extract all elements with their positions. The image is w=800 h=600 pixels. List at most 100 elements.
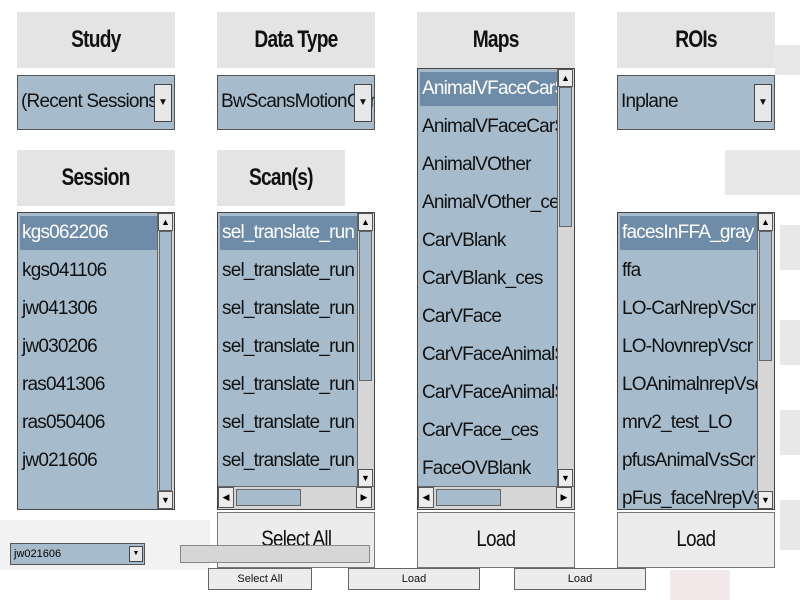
scroll-up[interactable]: ▲ <box>558 69 573 87</box>
list-item[interactable]: jw041306 <box>22 298 98 319</box>
scroll-down[interactable]: ▼ <box>358 469 373 487</box>
list-item[interactable]: CarVBlank_ces <box>422 268 543 289</box>
maps-header: Maps <box>417 12 575 68</box>
list-item[interactable]: AnimalVFaceCarSculpt <box>420 72 558 106</box>
session-list[interactable]: kgs062206 kgs041106 jw041306 jw030206 ras041… <box>17 212 175 510</box>
data-type-popup[interactable]: BwScansMotionComp▼ <box>217 75 375 130</box>
list-item[interactable]: sel_translate_run scrip <box>220 216 358 250</box>
load-rois-button[interactable]: Load <box>617 512 775 568</box>
list-item[interactable]: CarVFaceAnimalSculpt <box>422 382 558 403</box>
vertical-scrollbar[interactable]: ▲ ▼ <box>757 213 774 509</box>
study-title: Study <box>71 26 121 53</box>
popup-arrow: ▼ <box>154 84 172 122</box>
panel <box>780 225 800 270</box>
scroll-thumb[interactable] <box>436 489 501 506</box>
footer-session-popup[interactable]: jw021606 ▼ <box>10 543 145 565</box>
scans-list[interactable]: sel_translate_run scrip sel_translate_run… <box>217 212 375 510</box>
scroll-down[interactable]: ▼ <box>758 491 773 509</box>
maps-list[interactable]: AnimalVFaceCarSculpt AnimalVFaceCarSculpt… <box>417 68 575 510</box>
button-label: Load <box>401 573 427 585</box>
list-item[interactable]: kgs041106 <box>22 260 107 281</box>
panel <box>780 500 800 550</box>
list-item[interactable]: CarVFace_ces <box>422 420 539 441</box>
panel <box>670 570 730 600</box>
list-item[interactable]: ffa <box>622 260 641 281</box>
button-label: Load <box>476 526 517 551</box>
scroll-down[interactable]: ▼ <box>158 491 173 509</box>
footer-scrollbar <box>180 545 370 563</box>
list-item[interactable]: CarVFaceAnimalSculpt <box>422 344 558 365</box>
scroll-left[interactable]: ◀ <box>418 487 434 508</box>
horizontal-scrollbar[interactable]: ◀ ▶ <box>218 486 374 509</box>
study-selected: (Recent Sessions) <box>21 91 163 112</box>
rois-selected: Inplane <box>621 91 679 112</box>
button-label: Load <box>676 526 717 551</box>
list-item[interactable]: AnimalVOther_ces <box>422 192 558 213</box>
popup-arrow: ▼ <box>754 84 772 122</box>
study-popup[interactable]: (Recent Sessions) ▼ <box>17 75 175 130</box>
scroll-up[interactable]: ▲ <box>358 213 373 231</box>
scroll-up[interactable]: ▲ <box>158 213 173 231</box>
list-item[interactable]: ras041306 <box>22 374 105 395</box>
list-item[interactable]: facesInFFA_gray <box>620 216 758 250</box>
list-item[interactable]: sel_translate_run scrip <box>222 298 358 319</box>
list-item[interactable]: jw030206 <box>22 336 98 357</box>
list-item[interactable]: ras050406 <box>22 412 105 433</box>
list-item[interactable]: CarVFace <box>422 306 502 327</box>
list-item[interactable]: sel_translate_run scrip <box>222 450 358 471</box>
list-item[interactable]: kgs062206 <box>20 216 158 250</box>
scroll-down[interactable]: ▼ <box>558 469 573 487</box>
vertical-scrollbar[interactable]: ▲ ▼ <box>157 213 174 509</box>
scroll-left[interactable]: ◀ <box>218 487 234 508</box>
panel <box>725 150 800 195</box>
scroll-thumb[interactable] <box>359 231 372 381</box>
vertical-scrollbar[interactable]: ▲ ▼ <box>557 69 574 487</box>
list-item[interactable]: sel_translate_run scrip <box>222 412 358 433</box>
list-item[interactable]: AnimalVOther <box>422 154 531 175</box>
scroll-right[interactable]: ▶ <box>556 487 572 508</box>
scroll-thumb[interactable] <box>559 87 572 227</box>
scroll-thumb[interactable] <box>159 231 172 491</box>
scroll-up[interactable]: ▲ <box>758 213 773 231</box>
data-type-header: Data Type <box>217 12 375 68</box>
rois-header: ROIs <box>617 12 775 68</box>
popup-arrow: ▼ <box>354 84 372 122</box>
scroll-thumb[interactable] <box>236 489 301 506</box>
rois-title: ROIs <box>675 26 717 53</box>
rois-popup[interactable]: Inplane ▼ <box>617 75 775 130</box>
list-item[interactable]: LOAnimalnrepVscr <box>622 374 758 395</box>
footer-load-maps[interactable]: Load <box>348 568 480 590</box>
list-item[interactable]: LO-NovnrepVscr <box>622 336 753 357</box>
list-item[interactable]: AnimalVFaceCarSculpt <box>422 116 558 137</box>
footer-select-all[interactable]: Select All <box>208 568 312 590</box>
footer-load-rois[interactable]: Load <box>514 568 646 590</box>
session-header: Session <box>17 150 175 206</box>
list-item[interactable]: mrv2_test_LO <box>622 412 733 433</box>
list-item[interactable]: jw021606 <box>22 450 98 471</box>
panel <box>780 410 800 455</box>
list-item[interactable]: FaceOVBlank <box>422 458 531 479</box>
vertical-scrollbar[interactable]: ▲ ▼ <box>357 213 374 487</box>
panel <box>775 45 800 75</box>
scroll-right[interactable]: ▶ <box>356 487 372 508</box>
list-item[interactable]: sel_translate_run scrip <box>222 374 358 395</box>
list-item[interactable]: sel_translate_run scrip <box>222 260 358 281</box>
scroll-thumb[interactable] <box>759 231 772 361</box>
list-item[interactable]: pfusAnimalVsScr <box>622 450 755 471</box>
maps-title: Maps <box>473 26 520 53</box>
list-item[interactable]: CarVBlank <box>422 230 506 251</box>
list-item[interactable]: pFus_faceNrepVscr <box>622 488 758 509</box>
scans-title: Scan(s) <box>249 164 314 191</box>
data-type-title: Data Type <box>254 26 338 53</box>
list-item[interactable]: sel_translate_run scrip <box>222 336 358 357</box>
session-title: Session <box>61 164 131 191</box>
list-item[interactable]: LO-CarNrepVScr <box>622 298 756 319</box>
scans-header: Scan(s) <box>217 150 345 206</box>
data-type-selected: BwScansMotionComp <box>221 91 374 112</box>
load-maps-button[interactable]: Load <box>417 512 575 568</box>
horizontal-scrollbar[interactable]: ◀ ▶ <box>418 486 574 509</box>
button-label: Select All <box>237 573 283 585</box>
study-header: Study <box>17 12 175 68</box>
